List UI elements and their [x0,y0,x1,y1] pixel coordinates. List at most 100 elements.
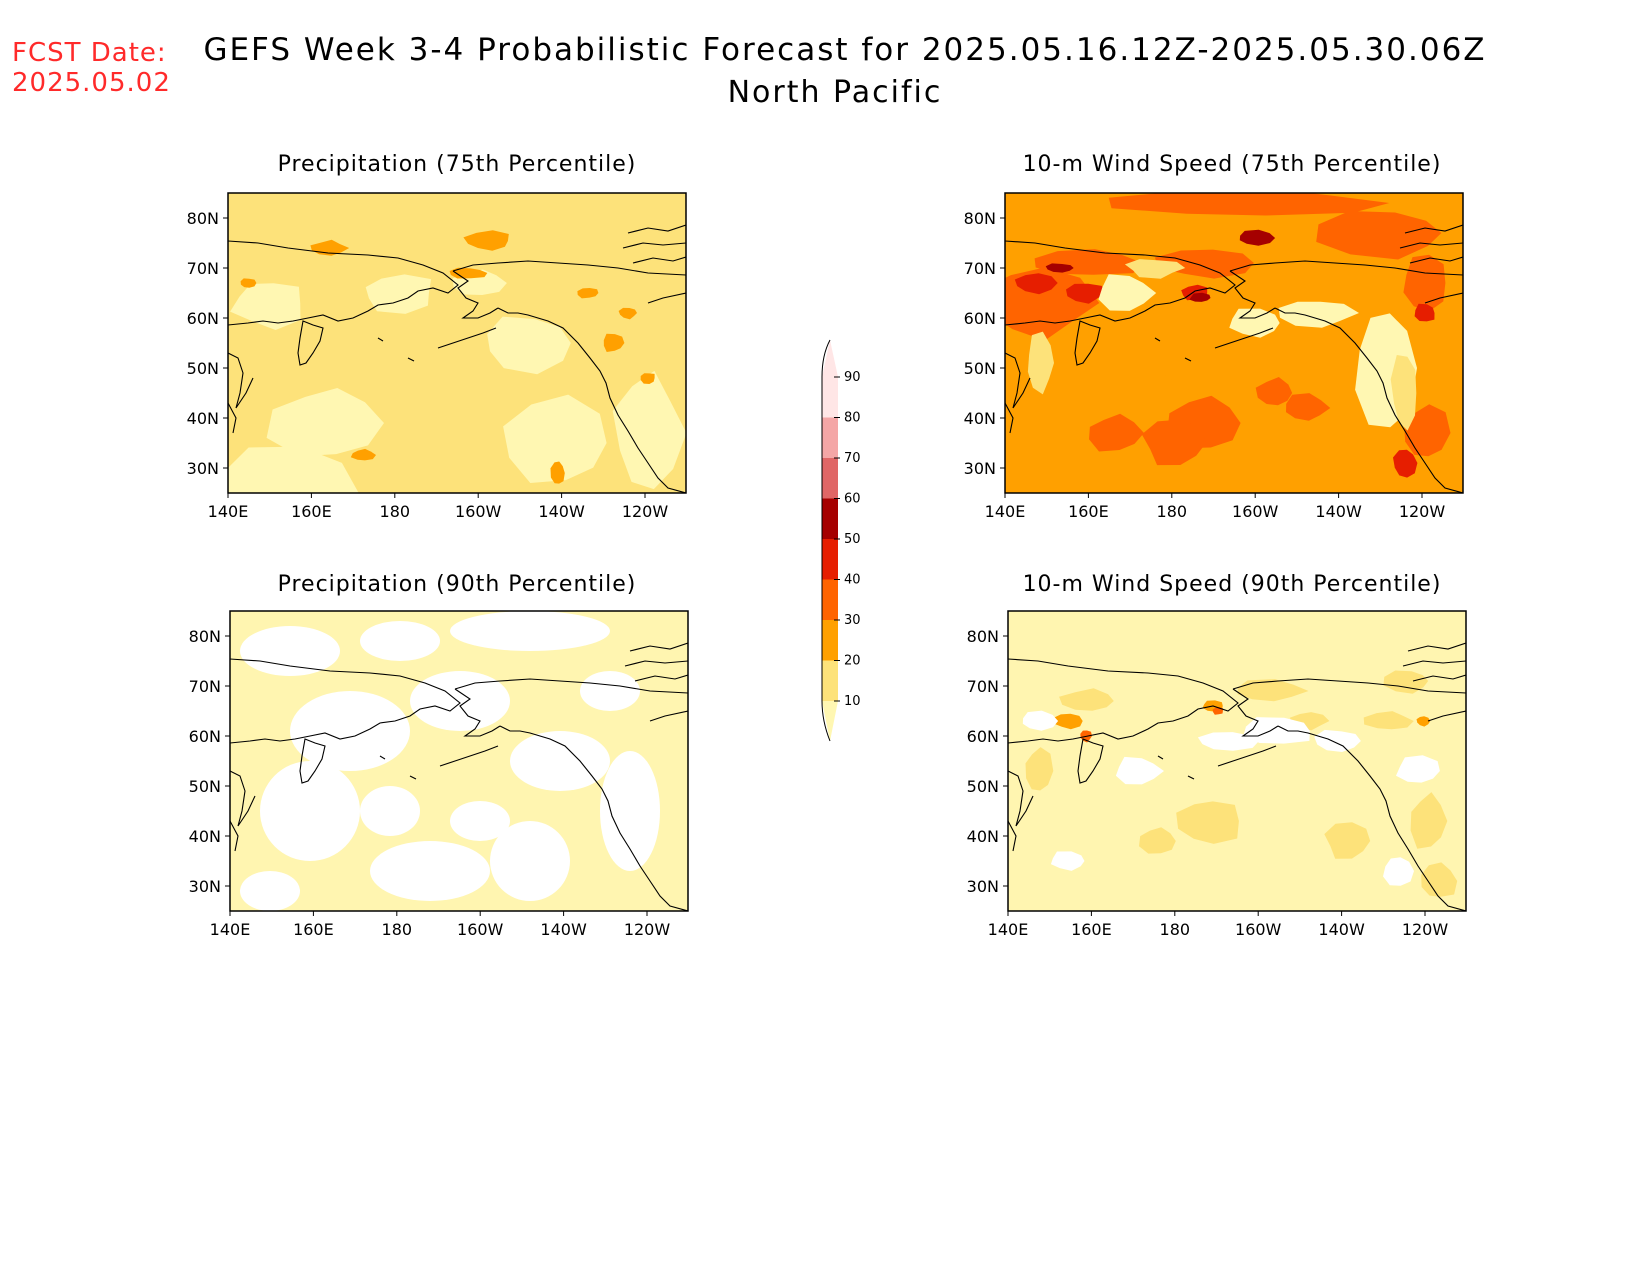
colorbar-extend-bottom [822,701,838,741]
probability-contour [463,230,509,251]
probability-contour [1045,263,1074,273]
lon-label: 140E [210,920,251,939]
probability-contour [503,394,607,483]
map-wind-75: 80N 70N 60N 50N 40N 30N 140E 160E 180 160W 140W 120… [964,192,1464,521]
probability-contour [1139,827,1176,854]
low-probability-region [260,761,360,861]
coastline [1229,270,1276,319]
coastline [228,402,237,434]
lat-label: 70N [187,259,219,278]
coastline [497,307,686,493]
probability-contour [1383,670,1429,694]
coastline [230,820,239,852]
colorbar-label: 70 [844,451,861,466]
lon-label: 160W [457,920,504,939]
coastline [230,770,256,827]
probability-contour [1383,857,1414,886]
probability-contour [240,278,257,288]
probability-contour [1115,756,1164,785]
lat-label: 50N [964,359,996,378]
probability-contour [1154,249,1254,279]
probability-contour [449,267,488,279]
lon-label: 180 [1157,502,1188,521]
probability-contour [1286,393,1331,421]
colorbar-swatch [822,579,838,620]
colorbar-swatch [822,660,838,701]
colorbar-label: 60 [844,492,861,507]
probability-contour [1027,331,1054,395]
probability-contour [577,288,599,299]
lat-label: 70N [964,259,996,278]
probability-contour [1414,303,1435,322]
low-probability-region [370,841,490,901]
probability-contour [1066,283,1105,304]
coastline [634,674,688,682]
coastline [1404,224,1463,234]
lat-label: 30N [187,459,219,478]
lat-label: 60N [187,309,219,328]
map-border [1004,192,1464,494]
coastline [1274,307,1463,493]
lat-label: 40N [187,409,219,428]
coastline [1008,658,1239,744]
probability-contour [1278,301,1359,328]
probability-contour [1237,679,1309,702]
fcst-date-caption: FCST Date: [12,38,167,68]
coastline [439,745,499,767]
low-probability-region [360,621,440,661]
lat-label: 50N [189,777,221,796]
coastline [1424,292,1463,304]
lat-label: 70N [967,677,999,696]
lon-label: 140E [208,502,249,521]
probability-contour [1403,254,1446,312]
lon-label: 140W [538,502,585,521]
coastline [632,256,686,264]
low-probability-region [240,626,340,676]
probability-contour [1416,716,1431,727]
coastline [1232,678,1466,694]
panel-title-wind-90: 10-m Wind Speed (90th Percentile) [1022,572,1442,597]
coastline [437,327,497,349]
colorbar-legend: 10 20 30 40 50 60 70 80 90 [821,339,861,742]
lat-label: 60N [964,309,996,328]
lat-label: 30N [967,877,999,896]
lon-label: 180 [380,502,411,521]
coastline [1277,725,1466,911]
coastline [1077,738,1104,784]
probability-contour [1176,801,1239,844]
lat-label: 30N [189,877,221,896]
colorbar-label: 80 [844,411,861,426]
coastline [622,242,686,249]
map-frame: 80N 70N 60N 50N 40N 30N 140E 160E 180 160W 140W 120… [187,192,687,521]
lon-label: 160E [1068,502,1109,521]
probability-contour [230,283,301,330]
lon-label: 120W [622,502,669,521]
colorbar-label: 40 [844,573,861,588]
coastline [1005,402,1014,434]
lon-label: 160W [1235,920,1282,939]
colorbar-swatch [822,458,838,499]
low-probability-region [360,786,420,836]
low-probability-region [490,821,570,901]
forecast-date-label: FCST Date: 2025.05.02 [12,38,171,98]
coastline [1214,327,1274,349]
lat-label: 60N [967,727,999,746]
colorbar-swatch [822,417,838,458]
lat-label: 80N [189,627,221,646]
probability-contour [1243,717,1310,744]
low-probability-region [450,611,610,651]
map-precip-75: 80N 70N 60N 50N 40N 30N 140E 160E 180 160W 140W 120… [187,192,687,521]
coastline [1399,242,1463,249]
probability-contour [1363,711,1414,730]
coastline [629,642,688,652]
map-border [229,610,689,912]
probability-contour [1053,713,1083,730]
coastline [1232,688,1279,737]
low-probability-region [580,671,640,711]
low-probability-region [510,731,610,791]
probability-contour [1098,274,1157,311]
colorbar-extend-top [822,340,838,377]
lon-label: 120W [624,920,671,939]
colorbar-label: 20 [844,654,861,669]
coastline [1187,775,1195,780]
